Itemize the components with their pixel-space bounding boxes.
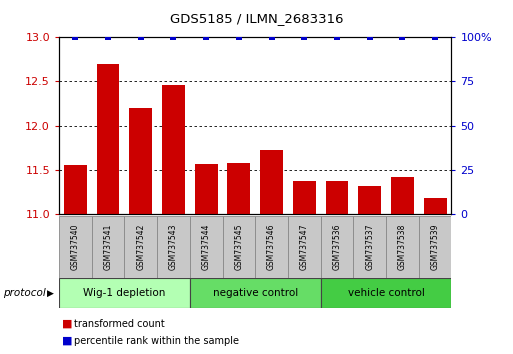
Bar [190, 216, 223, 278]
Text: GSM737544: GSM737544 [202, 224, 211, 270]
Bar [353, 216, 386, 278]
Point [431, 34, 439, 40]
Point [104, 34, 112, 40]
Bar [391, 177, 414, 214]
Text: GSM737538: GSM737538 [398, 224, 407, 270]
Bar [255, 216, 288, 278]
Text: GSM737540: GSM737540 [71, 224, 80, 270]
Bar [157, 216, 190, 278]
Bar [59, 216, 92, 278]
Bar [293, 182, 315, 214]
Bar [64, 165, 87, 214]
Bar [124, 216, 157, 278]
Text: GSM737543: GSM737543 [169, 224, 178, 270]
Point [136, 34, 145, 40]
Text: ■: ■ [62, 319, 72, 329]
Text: GSM737547: GSM737547 [300, 224, 309, 270]
Bar [129, 108, 152, 214]
Bar [321, 216, 353, 278]
Text: GSM737536: GSM737536 [332, 224, 342, 270]
Bar [96, 64, 120, 214]
Bar [190, 278, 321, 308]
Bar [326, 182, 348, 214]
Text: GSM737541: GSM737541 [104, 224, 112, 270]
Text: protocol: protocol [3, 288, 45, 298]
Point [398, 34, 406, 40]
Point [267, 34, 275, 40]
Bar [223, 216, 255, 278]
Text: GSM737545: GSM737545 [234, 224, 243, 270]
Text: negative control: negative control [212, 288, 298, 298]
Point [366, 34, 374, 40]
Text: percentile rank within the sample: percentile rank within the sample [74, 336, 240, 346]
Bar [260, 150, 283, 214]
Text: GSM737542: GSM737542 [136, 224, 145, 270]
Bar [358, 186, 381, 214]
Bar [227, 163, 250, 214]
Point [235, 34, 243, 40]
Text: GDS5185 / ILMN_2683316: GDS5185 / ILMN_2683316 [170, 12, 343, 25]
Text: transformed count: transformed count [74, 319, 165, 329]
Point [71, 34, 80, 40]
Text: GSM737539: GSM737539 [430, 224, 440, 270]
Text: vehicle control: vehicle control [348, 288, 424, 298]
Point [202, 34, 210, 40]
Text: GSM737546: GSM737546 [267, 224, 276, 270]
Bar [321, 278, 451, 308]
Point [169, 34, 177, 40]
Point [300, 34, 308, 40]
Text: Wig-1 depletion: Wig-1 depletion [83, 288, 166, 298]
Point [333, 34, 341, 40]
Bar [288, 216, 321, 278]
Bar [92, 216, 125, 278]
Text: ■: ■ [62, 336, 72, 346]
Bar [59, 278, 190, 308]
Text: GSM737537: GSM737537 [365, 224, 374, 270]
Bar [386, 216, 419, 278]
Bar [162, 85, 185, 214]
Bar [424, 198, 446, 214]
Bar [195, 164, 218, 214]
Text: ▶: ▶ [47, 289, 54, 298]
Bar [419, 216, 451, 278]
